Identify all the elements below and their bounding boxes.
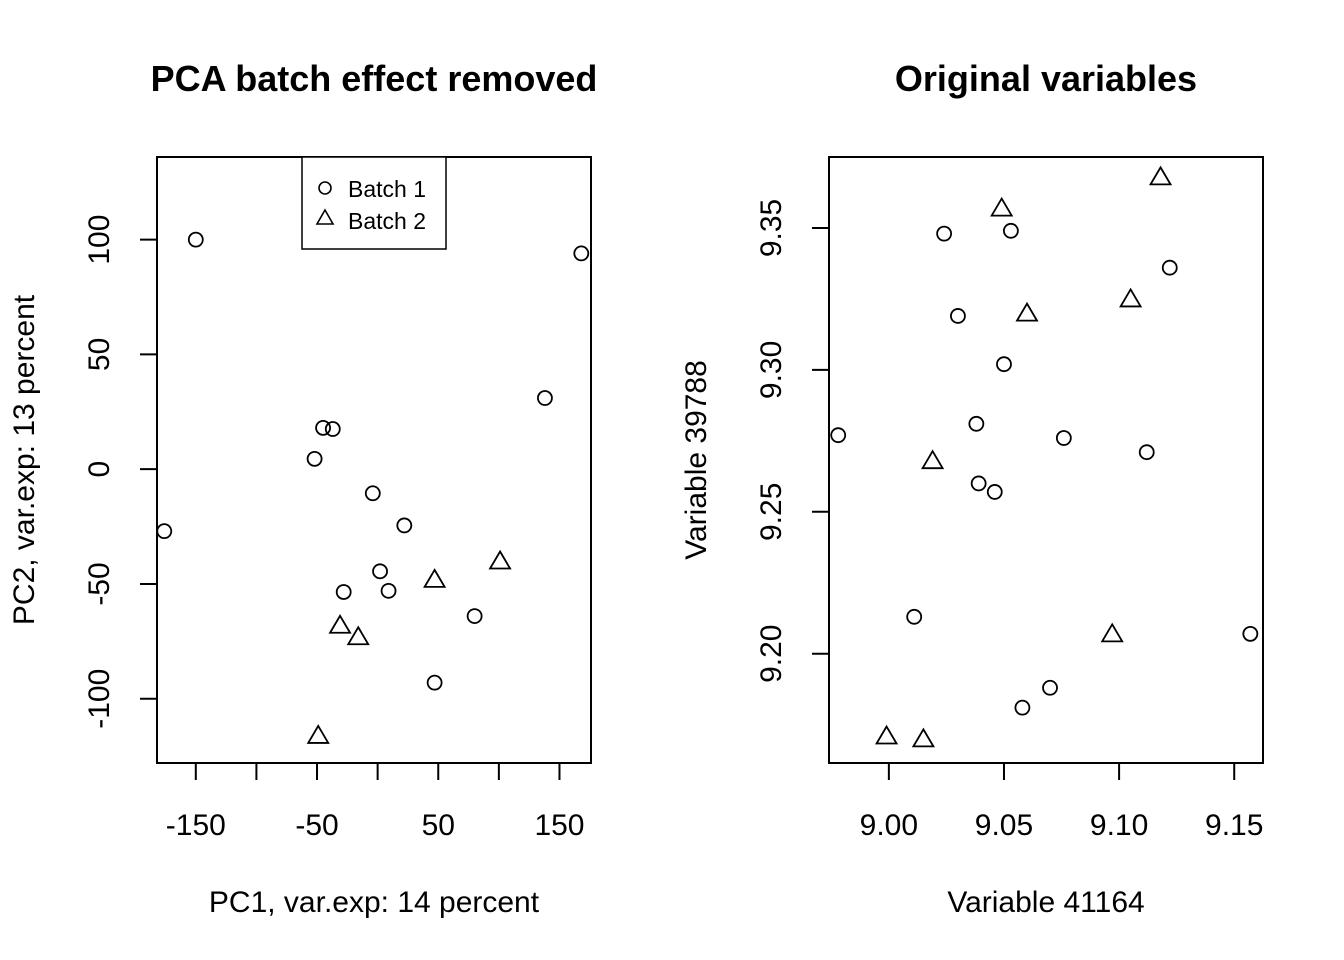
x-tick-label: -50 xyxy=(295,809,338,842)
chart-title: Original variables xyxy=(895,58,1197,99)
x-tick-label: 9.10 xyxy=(1090,809,1148,842)
batch-1-point xyxy=(380,582,397,599)
x-axis: -150 -50 50 150 xyxy=(166,763,585,842)
legend-entry-batch-2: Batch 2 xyxy=(348,208,426,234)
batch-1-point xyxy=(968,415,985,432)
batch-1-point xyxy=(1042,679,1058,696)
x-axis-label: Variable 41164 xyxy=(947,886,1144,919)
batch-1-point xyxy=(324,421,341,437)
y-axis: -100 -50 0 50 100 xyxy=(83,215,157,729)
x-tick-label: 9.05 xyxy=(975,809,1033,842)
y-tick-label: 9.30 xyxy=(755,341,788,399)
batch-1-point xyxy=(573,245,590,262)
batch-1-point xyxy=(306,450,323,467)
chart-title: PCA batch effect removed xyxy=(151,58,598,99)
y-tick-label: 9.25 xyxy=(755,483,788,541)
x-tick-label: -150 xyxy=(166,809,226,842)
y-axis-label: PC2, var.exp: 13 percent xyxy=(8,294,41,625)
y-axis-label: Variable 39788 xyxy=(680,360,713,560)
batch-1-point xyxy=(426,674,443,691)
batch-1-point xyxy=(906,608,923,625)
batch-2-point xyxy=(1100,622,1124,643)
batch-2-point xyxy=(874,724,899,745)
legend-circle-marker xyxy=(318,181,332,195)
batch-1-point xyxy=(986,484,1003,500)
batch-2-point xyxy=(423,568,447,588)
data-points xyxy=(830,165,1259,748)
pca-panel: PCA batch effect removed PC1, var.exp: 1… xyxy=(8,58,597,919)
legend-box xyxy=(301,156,447,250)
x-tick-label: 9.00 xyxy=(860,809,918,842)
x-axis-label: PC1, var.exp: 14 percent xyxy=(209,886,540,919)
plot-frame xyxy=(828,156,1264,764)
x-axis: 9.00 9.05 9.10 9.15 xyxy=(860,763,1263,842)
y-tick-label: -100 xyxy=(83,669,116,729)
original-variables-panel: Original variables Variable 41164 Variab… xyxy=(680,58,1264,919)
batch-1-point xyxy=(537,390,553,406)
batch-1-point xyxy=(372,563,388,580)
y-tick-label: 0 xyxy=(83,461,116,478)
legend-triangle-marker xyxy=(315,208,335,225)
batch-1-point xyxy=(315,419,331,436)
legend-entry-batch-1: Batch 1 xyxy=(348,176,426,202)
batch-2-point xyxy=(1148,165,1173,186)
batch-1-point xyxy=(156,523,173,540)
y-axis: 9.20 9.25 9.30 9.35 xyxy=(755,199,829,683)
batch-1-point xyxy=(1055,430,1072,446)
batch-1-point xyxy=(996,356,1012,373)
data-points xyxy=(156,231,590,744)
batch-1-point xyxy=(830,427,847,444)
batch-1-point xyxy=(1014,699,1031,716)
x-tick-label: 9.15 xyxy=(1205,809,1263,842)
batch-1-point xyxy=(466,608,483,624)
batch-1-point xyxy=(1138,444,1155,461)
batch-2-point xyxy=(1015,301,1039,322)
batch-1-point xyxy=(1161,259,1178,276)
batch-1-point xyxy=(396,517,413,534)
batch-1-point xyxy=(1242,625,1259,642)
batch-2-point xyxy=(328,613,352,634)
batch-1-point xyxy=(364,485,381,502)
batch-2-point xyxy=(990,196,1014,217)
x-tick-label: 50 xyxy=(422,809,455,842)
batch-2-point xyxy=(921,449,945,470)
batch-1-point xyxy=(970,475,987,492)
batch-2-point xyxy=(911,727,935,748)
y-tick-label: 50 xyxy=(83,338,116,371)
batch-1-point xyxy=(187,231,204,248)
batch-1-point xyxy=(335,584,352,600)
batch-2-point xyxy=(306,724,330,744)
y-tick-label: -50 xyxy=(83,562,116,605)
batch-1-point xyxy=(1002,222,1019,239)
y-tick-label: 9.35 xyxy=(755,199,788,257)
batch-2-point xyxy=(346,625,370,646)
y-tick-label: 100 xyxy=(83,215,116,265)
batch-1-point xyxy=(950,308,966,324)
batch-2-point xyxy=(1119,287,1143,308)
y-tick-label: 9.20 xyxy=(755,625,788,683)
x-tick-label: 150 xyxy=(534,809,584,842)
batch-2-point xyxy=(488,549,512,570)
batch-1-point xyxy=(936,225,953,242)
legend: Batch 1 Batch 2 xyxy=(301,156,447,250)
